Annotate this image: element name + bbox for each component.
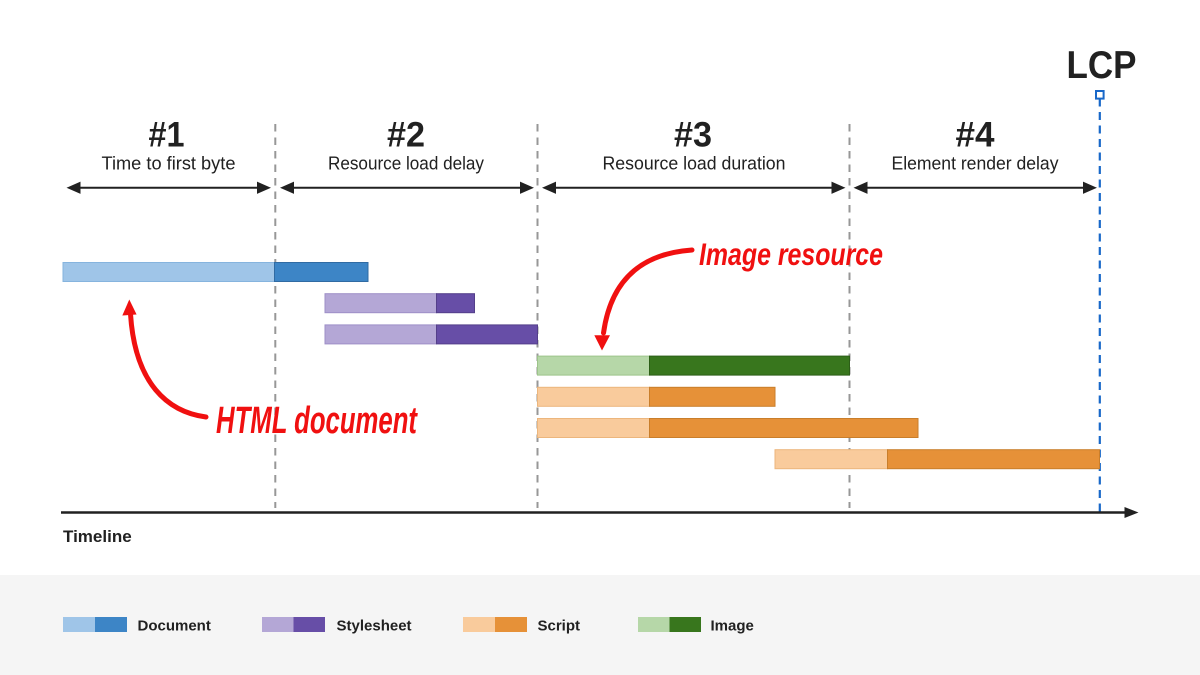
- svg-text:#3: #3: [674, 116, 712, 155]
- svg-text:Script: Script: [538, 618, 581, 635]
- svg-text:Document: Document: [138, 618, 211, 635]
- svg-text:Image resource: Image resource: [699, 238, 883, 273]
- svg-text:HTML document: HTML document: [216, 400, 418, 441]
- svg-text:Stylesheet: Stylesheet: [337, 618, 412, 635]
- svg-text:Resource load delay: Resource load delay: [328, 153, 485, 174]
- svg-text:Resource load duration: Resource load duration: [603, 153, 786, 174]
- svg-text:#2: #2: [387, 116, 425, 155]
- svg-text:LCP: LCP: [1067, 44, 1137, 87]
- svg-text:#4: #4: [956, 116, 996, 155]
- svg-text:Timeline: Timeline: [63, 527, 132, 546]
- svg-text:#1: #1: [149, 116, 185, 155]
- svg-text:Element render delay: Element render delay: [892, 153, 1060, 174]
- svg-text:Image: Image: [711, 618, 754, 635]
- svg-text:Time to first byte: Time to first byte: [102, 153, 236, 174]
